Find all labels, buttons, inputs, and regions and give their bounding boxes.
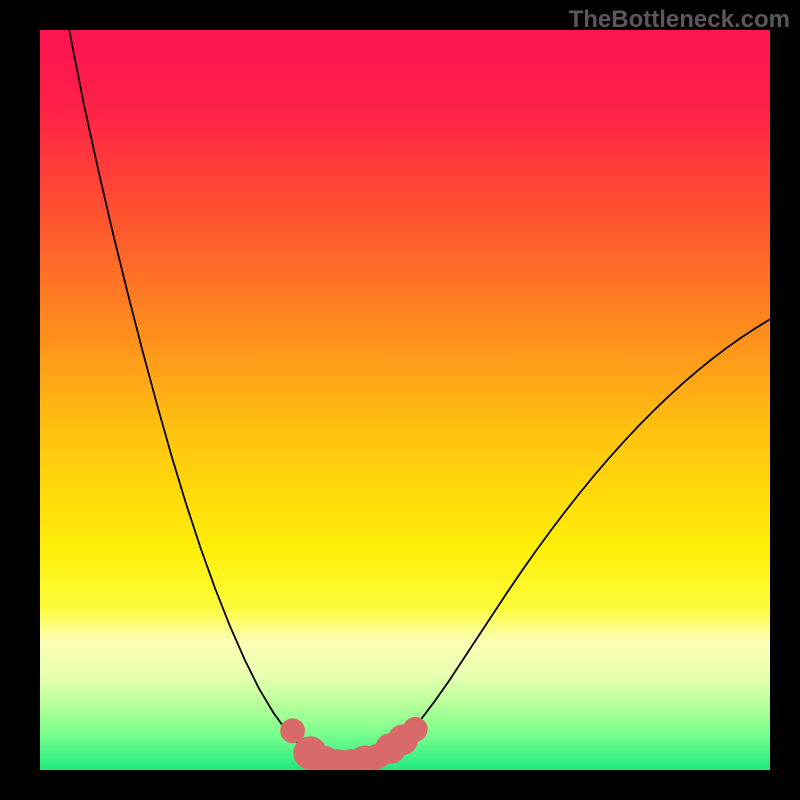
chart-background (40, 30, 770, 770)
marker-dot (403, 717, 428, 742)
watermark-text: TheBottleneck.com (569, 6, 790, 34)
bottleneck-chart (40, 30, 770, 770)
